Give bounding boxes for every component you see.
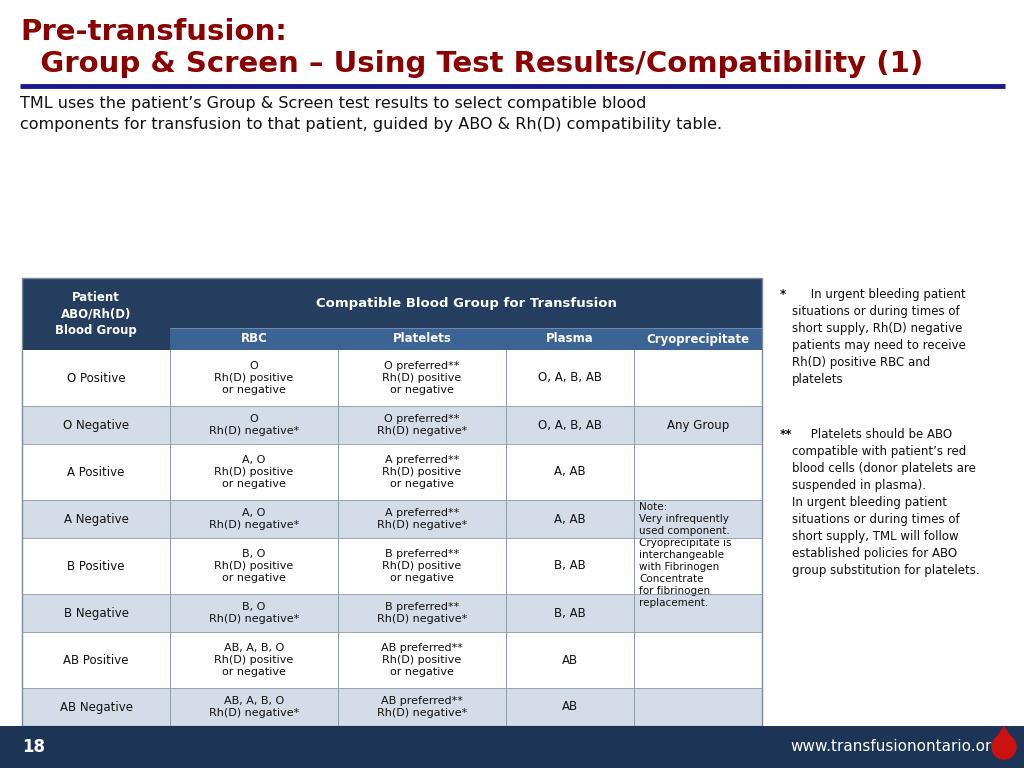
- Text: B, AB: B, AB: [554, 560, 586, 572]
- Text: A, O
Rh(D) negative*: A, O Rh(D) negative*: [209, 508, 299, 530]
- Text: 18: 18: [22, 738, 45, 756]
- Text: Group & Screen – Using Test Results/Compatibility (1): Group & Screen – Using Test Results/Comp…: [20, 50, 924, 78]
- Text: Pre-transfusion:: Pre-transfusion:: [20, 18, 287, 46]
- Text: O
Rh(D) positive
or negative: O Rh(D) positive or negative: [214, 361, 294, 396]
- Text: AB preferred**
Rh(D) negative*: AB preferred** Rh(D) negative*: [377, 696, 467, 718]
- Polygon shape: [996, 727, 1012, 739]
- Text: In urgent bleeding patient
situations or during times of
short supply, Rh(D) neg: In urgent bleeding patient situations or…: [792, 288, 966, 386]
- Text: B Positive: B Positive: [68, 560, 125, 572]
- Text: B preferred**
Rh(D) positive
or negative: B preferred** Rh(D) positive or negative: [382, 548, 462, 584]
- Bar: [22, 406, 762, 444]
- Bar: [22, 632, 762, 688]
- Text: A preferred**
Rh(D) negative*: A preferred** Rh(D) negative*: [377, 508, 467, 530]
- Text: AB: AB: [562, 700, 579, 713]
- Text: A Negative: A Negative: [63, 512, 128, 525]
- Text: Platelets: Platelets: [392, 333, 452, 346]
- Text: A, AB: A, AB: [554, 512, 586, 525]
- Text: Note:
Very infrequently
used component.
Cryoprecipitate is
interchangeable
with : Note: Very infrequently used component. …: [639, 502, 731, 608]
- Bar: [170, 328, 762, 350]
- Text: A, AB: A, AB: [554, 465, 586, 478]
- Text: Platelets should be ABO
compatible with patient’s red
blood cells (donor platele: Platelets should be ABO compatible with …: [792, 428, 980, 577]
- Text: O, A, B, AB: O, A, B, AB: [538, 419, 602, 432]
- Text: AB, A, B, O
Rh(D) negative*: AB, A, B, O Rh(D) negative*: [209, 696, 299, 718]
- Text: www.transfusionontario.org: www.transfusionontario.org: [790, 740, 1000, 754]
- Text: A, O
Rh(D) positive
or negative: A, O Rh(D) positive or negative: [214, 455, 294, 489]
- Text: O preferred**
Rh(D) negative*: O preferred** Rh(D) negative*: [377, 414, 467, 436]
- Text: B, O
Rh(D) positive
or negative: B, O Rh(D) positive or negative: [214, 548, 294, 584]
- Text: B Negative: B Negative: [63, 607, 128, 620]
- Text: TML uses the patient’s Group & Screen test results to select compatible blood
co: TML uses the patient’s Group & Screen te…: [20, 96, 722, 132]
- Text: Any Group: Any Group: [667, 419, 729, 432]
- Text: B, AB: B, AB: [554, 607, 586, 620]
- Text: A Positive: A Positive: [68, 465, 125, 478]
- Text: B preferred**
Rh(D) negative*: B preferred** Rh(D) negative*: [377, 602, 467, 624]
- Text: Patient
ABO/Rh(D)
Blood Group: Patient ABO/Rh(D) Blood Group: [55, 291, 137, 337]
- Bar: [22, 350, 762, 406]
- Text: AB Positive: AB Positive: [63, 654, 129, 667]
- Text: RBC: RBC: [241, 333, 267, 346]
- Text: AB, A, B, O
Rh(D) positive
or negative: AB, A, B, O Rh(D) positive or negative: [214, 643, 294, 677]
- Bar: [22, 538, 762, 594]
- Text: Plasma: Plasma: [546, 333, 594, 346]
- Text: Cryoprecipitate: Cryoprecipitate: [646, 333, 750, 346]
- Bar: [22, 594, 762, 632]
- Text: O
Rh(D) negative*: O Rh(D) negative*: [209, 414, 299, 436]
- Text: Compatible Blood Group for Transfusion: Compatible Blood Group for Transfusion: [315, 296, 616, 310]
- Text: AB preferred**
Rh(D) positive
or negative: AB preferred** Rh(D) positive or negativ…: [381, 643, 463, 677]
- Text: AB Negative: AB Negative: [59, 700, 132, 713]
- Text: A preferred**
Rh(D) positive
or negative: A preferred** Rh(D) positive or negative: [382, 455, 462, 489]
- Circle shape: [992, 735, 1016, 759]
- Bar: [22, 444, 762, 500]
- Text: B, O
Rh(D) negative*: B, O Rh(D) negative*: [209, 602, 299, 624]
- Text: O Negative: O Negative: [62, 419, 129, 432]
- Text: AB: AB: [562, 654, 579, 667]
- Text: O, A, B, AB: O, A, B, AB: [538, 372, 602, 385]
- Bar: [22, 688, 762, 726]
- Bar: [22, 278, 762, 726]
- Bar: [170, 278, 762, 328]
- Bar: [22, 500, 762, 538]
- Text: O preferred**
Rh(D) positive
or negative: O preferred** Rh(D) positive or negative: [382, 361, 462, 396]
- Bar: [0, 726, 1024, 768]
- Text: **: **: [780, 428, 793, 441]
- Text: O Positive: O Positive: [67, 372, 125, 385]
- Bar: [22, 278, 170, 350]
- Text: *: *: [780, 288, 786, 301]
